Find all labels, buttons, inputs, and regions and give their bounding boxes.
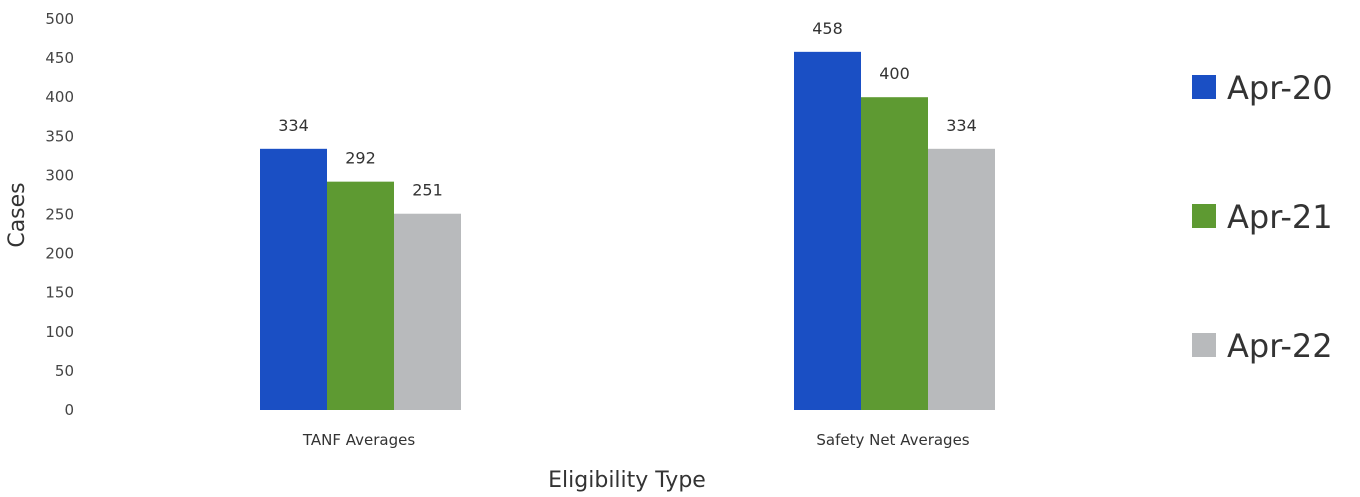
y-tick-label: 100	[45, 323, 74, 341]
data-labels: 334 292 251 458 400 334	[278, 19, 977, 200]
data-label: 458	[812, 19, 843, 38]
legend-swatch	[1192, 204, 1216, 228]
y-tick-label: 0	[64, 401, 74, 419]
y-tick-label: 150	[45, 284, 74, 302]
data-label: 334	[946, 116, 977, 135]
x-tick-label: TANF Averages	[302, 431, 415, 449]
bar-apr-21	[861, 97, 928, 410]
bar-apr-20	[260, 148, 327, 410]
bar-apr-20	[794, 51, 861, 411]
y-axis-ticks: 0 50 100 150 200 250 300 350 400 450 500	[45, 10, 74, 419]
bar-apr-22	[928, 148, 995, 410]
category-labels: TANF Averages Safety Net Averages	[302, 431, 970, 449]
bar-apr-22	[394, 213, 461, 410]
x-axis-title: Eligibility Type	[548, 468, 706, 493]
y-tick-label: 200	[45, 245, 74, 263]
legend: Apr-20 Apr-21 Apr-22	[1192, 69, 1333, 365]
legend-label: Apr-20	[1227, 69, 1333, 107]
legend-label: Apr-21	[1227, 198, 1333, 236]
y-axis-title: Cases	[5, 182, 30, 247]
y-tick-label: 350	[45, 127, 74, 145]
x-tick-label: Safety Net Averages	[816, 431, 969, 449]
y-tick-label: 400	[45, 88, 74, 106]
data-label: 400	[879, 64, 910, 83]
data-label: 251	[412, 181, 443, 200]
y-tick-label: 250	[45, 206, 74, 224]
legend-label: Apr-22	[1227, 327, 1333, 365]
legend-swatch	[1192, 333, 1216, 357]
legend-swatch	[1192, 75, 1216, 99]
y-tick-label: 450	[45, 49, 74, 67]
y-tick-label: 300	[45, 166, 74, 184]
data-label: 292	[345, 149, 376, 168]
bar-marks	[260, 51, 995, 411]
y-tick-label: 500	[45, 10, 74, 28]
data-label: 334	[278, 116, 309, 135]
bar-apr-21	[327, 181, 394, 410]
y-tick-label: 50	[55, 362, 74, 380]
